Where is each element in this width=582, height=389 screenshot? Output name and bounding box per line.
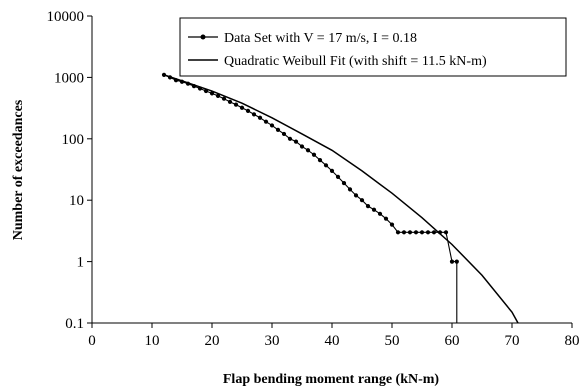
data-point: [299, 144, 305, 149]
data-point: [263, 119, 269, 124]
data-point: [245, 108, 251, 113]
legend-label-fit: Quadratic Weibull Fit (with shift = 11.5…: [224, 54, 487, 69]
y-tick-label: 10000: [47, 9, 85, 25]
data-point: [221, 96, 227, 101]
data-point: [227, 99, 233, 104]
data-point: [287, 136, 293, 141]
data-point: [449, 259, 455, 264]
y-tick-label: 1000: [54, 70, 84, 86]
series-line-0: [163, 74, 458, 323]
x-tick-label: 50: [385, 333, 400, 349]
y-axis-title: Number of exceedances: [11, 99, 26, 240]
data-point: [239, 105, 245, 110]
data-point: [431, 230, 437, 235]
data-point: [257, 115, 263, 120]
data-point: [269, 123, 275, 128]
x-tick-label: 70: [505, 333, 520, 349]
legend-label-data: Data Set with V = 17 m/s, I = 0.18: [224, 31, 417, 46]
data-point: [323, 163, 329, 168]
x-tick-label: 40: [325, 333, 340, 349]
x-tick-label: 20: [205, 333, 220, 349]
x-tick-label: 60: [445, 333, 460, 349]
data-point: [293, 139, 299, 144]
x-tick-label: 0: [88, 333, 96, 349]
data-point: [419, 230, 425, 235]
x-tick-label: 80: [565, 333, 580, 349]
y-tick-label: 0.1: [65, 316, 84, 332]
data-point: [413, 230, 419, 235]
y-tick-label: 10: [69, 193, 84, 209]
data-point: [365, 204, 371, 209]
data-point: [233, 102, 239, 107]
data-point: [335, 174, 341, 179]
x-axis-ticks: 0 10 20 30 40 50 60 70 80: [88, 323, 580, 349]
data-point: [389, 222, 395, 227]
y-axis-ticks: 0.1 1 10 100 1000 10000: [47, 9, 92, 332]
data-point: [275, 127, 281, 132]
series-layer: [161, 72, 519, 324]
data-point: [329, 168, 335, 174]
data-point: [251, 112, 257, 117]
x-tick-label: 30: [265, 333, 280, 349]
data-point: [443, 230, 449, 235]
legend: Data Set with V = 17 m/s, I = 0.18 Quadr…: [179, 17, 567, 77]
data-point: [395, 230, 401, 235]
x-axis-title: Flap bending moment range (kN-m): [223, 372, 440, 387]
data-point: [383, 216, 389, 221]
legend-swatch-data-marker: [200, 34, 206, 40]
data-point: [454, 259, 459, 264]
data-point: [215, 93, 221, 98]
data-point: [371, 207, 377, 212]
y-tick-label: 1: [77, 255, 85, 271]
data-point: [353, 193, 359, 198]
data-point: [209, 91, 215, 96]
data-point: [347, 187, 353, 192]
data-point: [359, 198, 365, 203]
data-point: [317, 157, 323, 163]
x-tick-label: 10: [145, 333, 160, 349]
data-point: [305, 148, 311, 153]
data-point: [377, 211, 383, 216]
y-tick-label: 100: [62, 132, 85, 148]
legend-box: [179, 17, 567, 77]
data-point: [425, 230, 431, 235]
data-point: [401, 230, 407, 235]
data-point: [311, 152, 317, 157]
series-line-1: [163, 74, 519, 324]
data-point: [407, 230, 413, 235]
data-point: [281, 131, 287, 137]
data-point: [341, 180, 347, 186]
